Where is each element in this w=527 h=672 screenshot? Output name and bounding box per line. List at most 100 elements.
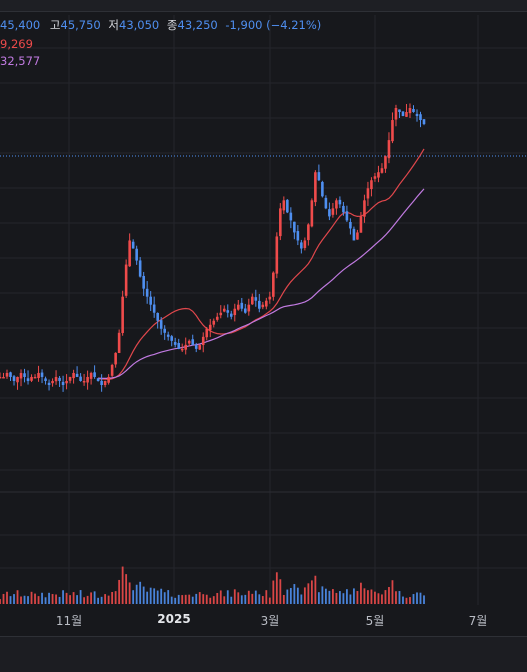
volume-bar [314, 575, 317, 604]
ma-red-value: 9,269 [0, 37, 33, 51]
candle-body [279, 208, 282, 237]
candle-body [201, 336, 205, 346]
volume-bar [149, 587, 152, 604]
candle-body [398, 109, 401, 113]
candle-body [16, 376, 19, 383]
candle-body [44, 378, 47, 381]
volume-bar [195, 593, 198, 604]
candle-body [226, 310, 230, 313]
volume-bar [23, 595, 26, 604]
volume-bar [346, 589, 348, 604]
candle-body [419, 114, 422, 121]
volume-bar [146, 591, 149, 604]
candle-body [19, 372, 23, 379]
candle-body [124, 264, 128, 296]
candle-body [303, 240, 307, 248]
candle-body [152, 304, 156, 313]
candle-body [82, 380, 86, 383]
volume-bar [240, 595, 243, 604]
volume-bar [247, 590, 250, 604]
volume-bar [265, 590, 268, 604]
candle-body [54, 376, 58, 382]
candle-body [286, 199, 289, 213]
candle-body [412, 108, 415, 113]
candle-body [145, 288, 149, 297]
low-value: 43,050 [119, 18, 160, 32]
volume-bar [142, 586, 145, 604]
candle-body [5, 372, 9, 377]
candle-body [258, 300, 261, 309]
candle-body [380, 168, 384, 173]
candle-body [198, 344, 202, 350]
volume-bar [317, 592, 320, 604]
volume-bar [384, 590, 387, 604]
candle-body [58, 377, 61, 381]
candle-body [282, 200, 286, 211]
volume-bar [191, 596, 194, 604]
volume-bar [90, 592, 93, 604]
volume-bar [153, 588, 156, 604]
volume-bar [251, 593, 254, 604]
volume-bar [0, 599, 1, 604]
open-value: 45,400 [0, 18, 41, 32]
volume-bar [268, 597, 271, 604]
candle-body [219, 312, 223, 316]
candle-body [310, 200, 314, 227]
volume-bar [321, 586, 324, 604]
candle-body [296, 231, 300, 241]
candle-body [184, 344, 188, 350]
x-label-nov: 11월 [55, 614, 83, 628]
candle-body [293, 221, 296, 233]
volume-bar [324, 588, 327, 604]
volume-bar [181, 595, 184, 604]
volume-bar [363, 588, 366, 604]
volume-bar [293, 584, 296, 604]
volume-bar [398, 591, 401, 604]
candle-body [208, 324, 212, 331]
ma-purple-line [98, 188, 425, 379]
candle-body [391, 120, 394, 142]
candle-body [149, 296, 152, 305]
candle-body [324, 197, 328, 209]
candle-body [394, 108, 398, 120]
volume-bar [261, 596, 264, 604]
candle-body [356, 232, 359, 240]
candle-body [37, 372, 40, 379]
candle-body [300, 242, 303, 249]
candle-body [422, 119, 426, 125]
volume-bar [230, 596, 233, 604]
candle-body [100, 380, 103, 385]
candle-body [215, 316, 219, 320]
candle-body [405, 112, 408, 117]
volume-bar [20, 596, 22, 604]
volume-bar [79, 590, 82, 604]
volume-bar [300, 594, 303, 604]
volume-bar [41, 592, 43, 604]
volume-bar [423, 595, 425, 604]
candle-body [212, 320, 216, 325]
volume-bar [209, 597, 212, 604]
candle-body [272, 272, 275, 297]
ohlc-legend: 45,400 고45,750 저43,050 종43,250 -1,900 (−… [0, 18, 321, 32]
candle-body [363, 200, 366, 217]
change-percent: (−4.21%) [266, 18, 322, 32]
volume-bar [121, 566, 124, 604]
volume-bar [13, 594, 15, 604]
volume-bar [118, 579, 121, 604]
candle-body [384, 156, 387, 169]
candle-body [265, 300, 268, 307]
volume-bar [212, 596, 215, 604]
toolbar [0, 0, 527, 12]
candle-body [377, 172, 380, 178]
candle-body [163, 328, 166, 333]
candle-body [156, 312, 159, 321]
volume-bar [237, 592, 240, 604]
candle-body [86, 376, 89, 383]
volume-bar [76, 595, 78, 604]
volume-bar [405, 597, 408, 604]
candle-body [250, 296, 254, 305]
candle-body [254, 297, 258, 301]
volume-bar [310, 580, 313, 604]
volume-bar [100, 596, 103, 604]
